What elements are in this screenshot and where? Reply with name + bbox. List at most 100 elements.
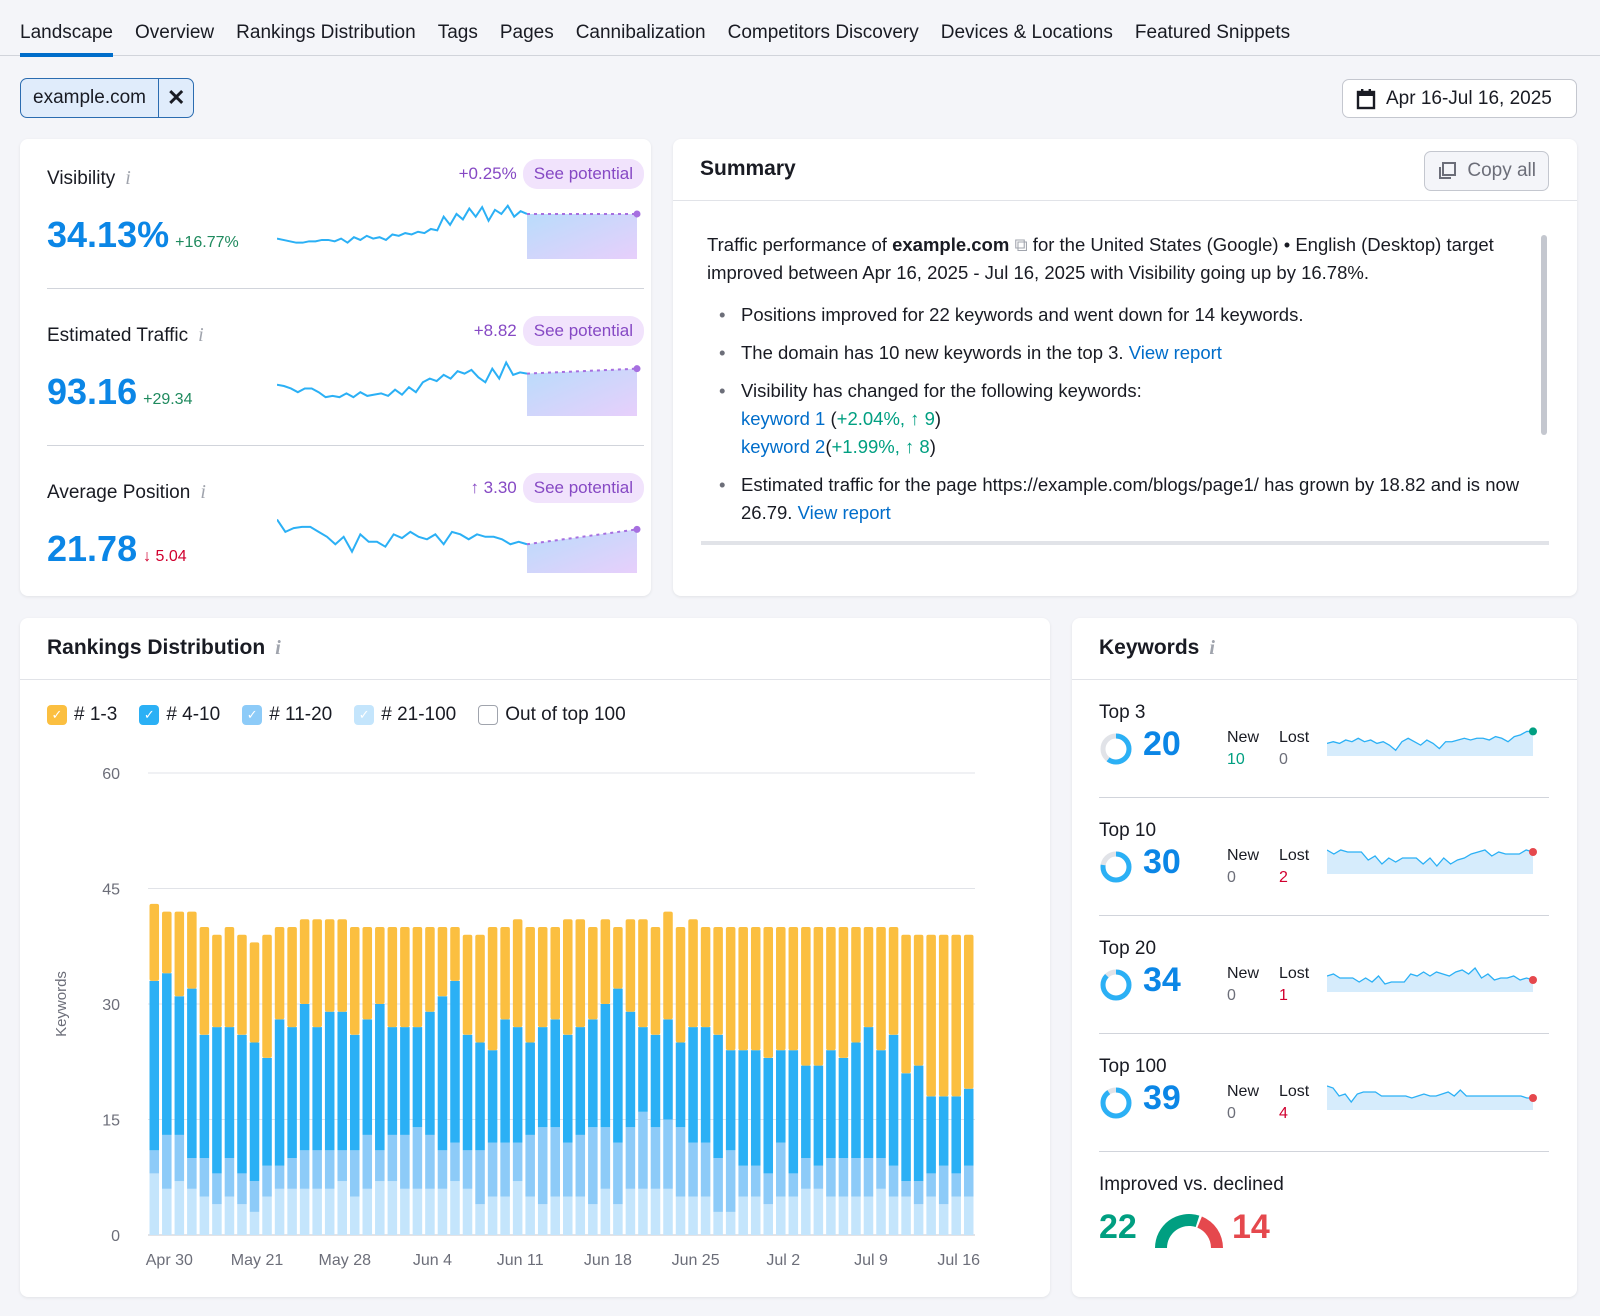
checkbox-checked-icon[interactable]: ✓ [354, 705, 375, 725]
close-icon[interactable]: ✕ [158, 79, 193, 117]
tab-tags[interactable]: Tags [437, 22, 478, 43]
bar-segment-11-20[interactable] [851, 1158, 861, 1197]
bar-segment-11-20[interactable] [901, 1181, 911, 1197]
bar-segment-21-100[interactable] [963, 1196, 974, 1236]
bar-segment-4-10[interactable] [575, 1027, 586, 1135]
bar-segment-1-3[interactable] [462, 934, 473, 1035]
bar-segment-4-10[interactable] [149, 980, 160, 1151]
bar-segment-21-100[interactable] [537, 1204, 548, 1235]
bar-segment-11-20[interactable] [437, 1150, 448, 1189]
bar-segment-1-3[interactable] [487, 927, 498, 1051]
bar-segment-1-3[interactable] [688, 919, 698, 1028]
bar-segment-11-20[interactable] [838, 1158, 849, 1197]
bar-segment-11-20[interactable] [700, 1142, 711, 1197]
bar-segment-1-3[interactable] [675, 927, 686, 1043]
bar-segment-21-100[interactable] [212, 1204, 222, 1235]
bar-segment-4-10[interactable] [776, 1050, 786, 1143]
bar-segment-11-20[interactable] [400, 1134, 410, 1189]
bar-segment-4-10[interactable] [487, 1050, 498, 1143]
bar-segment-21-100[interactable] [425, 1188, 435, 1235]
bar-segment-4-10[interactable] [450, 980, 460, 1143]
bar-segment-11-20[interactable] [387, 1134, 398, 1182]
bar-segment-11-20[interactable] [563, 1142, 573, 1197]
bar-segment-11-20[interactable] [776, 1142, 786, 1197]
bar-segment-1-3[interactable] [337, 919, 347, 1012]
info-icon[interactable]: i [200, 481, 206, 503]
bar-segment-11-20[interactable] [913, 1181, 924, 1205]
bar-segment-4-10[interactable] [462, 1034, 473, 1151]
legend-item[interactable]: ✓ # 4-10 [139, 704, 220, 726]
tab-competitors-discovery[interactable]: Competitors Discovery [727, 22, 919, 43]
bar-segment-11-20[interactable] [362, 1134, 373, 1189]
bar-segment-1-3[interactable] [437, 927, 448, 997]
tab-rankings-distribution[interactable]: Rankings Distribution [236, 22, 416, 43]
bar-segment-4-10[interactable] [299, 1004, 310, 1151]
bar-segment-21-100[interactable] [650, 1188, 661, 1235]
bar-segment-1-3[interactable] [650, 927, 661, 1035]
bar-segment-1-3[interactable] [412, 927, 423, 1028]
bar-segment-1-3[interactable] [262, 934, 272, 1058]
bar-segment-11-20[interactable] [425, 1134, 435, 1189]
bar-segment-11-20[interactable] [725, 1150, 736, 1212]
bar-segment-11-20[interactable] [500, 1142, 510, 1197]
bar-segment-1-3[interactable] [162, 911, 172, 974]
bar-segment-4-10[interactable] [500, 1019, 510, 1143]
keyword-row-top-10[interactable]: Top 10 30 New 0 Lost 2 [1099, 798, 1549, 916]
bar-segment-1-3[interactable] [500, 927, 510, 1020]
bar-segment-4-10[interactable] [838, 1057, 849, 1158]
bar-segment-11-20[interactable] [375, 1150, 385, 1182]
keyword-1-link[interactable]: keyword 1 [741, 408, 826, 429]
bar-segment-4-10[interactable] [613, 988, 623, 1143]
bar-segment-4-10[interactable] [688, 1027, 698, 1143]
bar-segment-11-20[interactable] [813, 1165, 824, 1189]
bar-segment-21-100[interactable] [199, 1196, 210, 1236]
bar-segment-21-100[interactable] [913, 1204, 924, 1235]
bar-segment-1-3[interactable] [212, 934, 222, 1028]
bar-segment-4-10[interactable] [700, 1027, 711, 1143]
copy-all-button[interactable]: Copy all [1424, 151, 1549, 191]
bar-segment-4-10[interactable] [237, 1034, 247, 1174]
bar-segment-21-100[interactable] [750, 1196, 761, 1236]
bar-segment-1-3[interactable] [349, 927, 360, 1035]
bar-segment-1-3[interactable] [713, 927, 723, 1035]
bar-segment-11-20[interactable] [287, 1158, 297, 1189]
bar-segment-11-20[interactable] [487, 1142, 498, 1197]
bar-segment-11-20[interactable] [613, 1142, 623, 1205]
bar-segment-11-20[interactable] [299, 1150, 310, 1189]
bar-segment-4-10[interactable] [951, 1096, 961, 1174]
bar-segment-1-3[interactable] [863, 927, 874, 1028]
bar-segment-21-100[interactable] [575, 1196, 586, 1236]
tab-overview[interactable]: Overview [134, 22, 215, 43]
bar-segment-1-3[interactable] [224, 927, 235, 1028]
bar-segment-4-10[interactable] [349, 1034, 360, 1151]
bar-segment-21-100[interactable] [813, 1188, 824, 1235]
bar-segment-4-10[interactable] [788, 1050, 799, 1174]
bar-segment-21-100[interactable] [337, 1181, 347, 1235]
bar-segment-21-100[interactable] [625, 1188, 636, 1235]
see-potential-button[interactable]: See potential [522, 473, 644, 503]
bar-segment-1-3[interactable] [625, 919, 636, 1012]
bar-segment-11-20[interactable] [212, 1173, 222, 1205]
bar-segment-21-100[interactable] [287, 1188, 297, 1235]
bar-segment-11-20[interactable] [224, 1158, 235, 1197]
bar-segment-1-3[interactable] [375, 927, 385, 1004]
bar-segment-1-3[interactable] [738, 927, 748, 1051]
bar-segment-4-10[interactable] [913, 1065, 924, 1182]
bar-segment-1-3[interactable] [249, 942, 260, 1043]
bar-segment-11-20[interactable] [600, 1127, 611, 1189]
bar-segment-4-10[interactable] [224, 1027, 235, 1158]
bar-segment-1-3[interactable] [387, 927, 398, 1028]
bar-segment-1-3[interactable] [913, 934, 924, 1066]
bar-segment-4-10[interactable] [901, 1073, 911, 1182]
bar-segment-21-100[interactable] [237, 1204, 247, 1235]
bar-segment-11-20[interactable] [525, 1134, 535, 1197]
bar-segment-1-3[interactable] [425, 927, 435, 1012]
bar-segment-21-100[interactable] [262, 1196, 272, 1236]
bar-segment-1-3[interactable] [776, 927, 786, 1051]
bar-segment-4-10[interactable] [963, 1088, 974, 1166]
checkbox-checked-icon[interactable]: ✓ [242, 705, 263, 725]
bar-segment-1-3[interactable] [888, 927, 899, 1035]
bar-segment-11-20[interactable] [475, 1150, 485, 1205]
bar-segment-11-20[interactable] [249, 1181, 260, 1212]
bar-segment-4-10[interactable] [400, 1027, 410, 1135]
